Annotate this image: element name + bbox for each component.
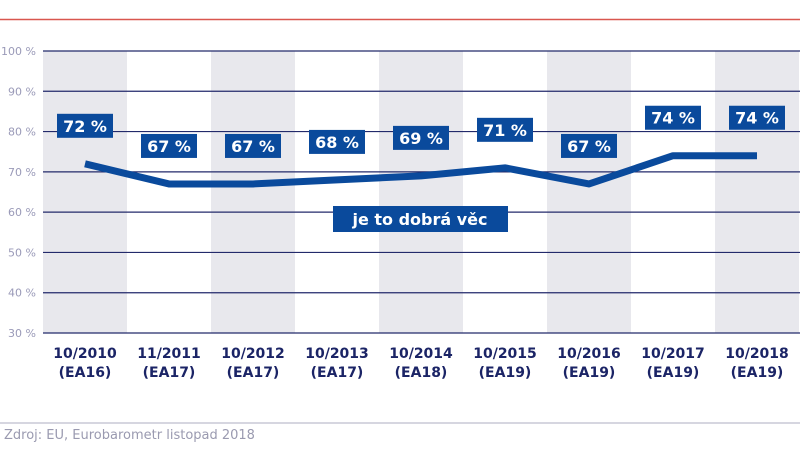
x-tick-label: 10/2017 (641, 346, 705, 362)
column-band (547, 51, 631, 333)
y-tick-label: 90 % (8, 85, 36, 98)
y-tick-label: 50 % (8, 246, 36, 259)
x-tick-label: (EA17) (143, 365, 196, 381)
x-tick-label: (EA19) (563, 365, 616, 381)
data-label-box (393, 125, 449, 150)
data-label-box (57, 113, 113, 138)
x-tick-label: 10/2013 (305, 346, 369, 362)
x-tick-label: (EA19) (479, 365, 532, 381)
column-band (211, 51, 295, 333)
x-tick-label: 10/2014 (389, 346, 453, 362)
x-tick-label: 10/2015 (473, 346, 537, 362)
data-label: 67 % (231, 137, 275, 156)
data-label-box (477, 117, 533, 142)
data-label-box (141, 133, 197, 158)
legend-label: je to dobrá věc (351, 210, 487, 229)
x-tick-label: 10/2016 (557, 346, 621, 362)
x-tick-label: (EA18) (395, 365, 448, 381)
column-band (43, 51, 127, 333)
data-label: 72 % (63, 117, 107, 136)
x-tick-label: (EA19) (731, 365, 784, 381)
data-label-box (561, 133, 617, 158)
x-tick-label: (EA17) (311, 365, 364, 381)
data-label: 71 % (483, 121, 527, 140)
data-label: 69 % (399, 129, 443, 148)
y-tick-label: 70 % (8, 166, 36, 179)
data-label: 67 % (147, 137, 191, 156)
y-tick-label: 40 % (8, 287, 36, 300)
x-tick-label: (EA17) (227, 365, 280, 381)
x-tick-label: 10/2018 (725, 346, 789, 362)
data-label-box (645, 105, 701, 130)
data-label-box (309, 129, 365, 154)
data-label-box (729, 105, 785, 130)
y-tick-label: 80 % (8, 126, 36, 139)
y-tick-label: 60 % (8, 206, 36, 219)
data-label: 74 % (651, 109, 695, 128)
x-tick-label: 11/2011 (137, 346, 201, 362)
data-label-box (225, 133, 281, 158)
source-note: Zdroj: EU, Eurobarometr listopad 2018 (4, 428, 255, 443)
x-tick-label: 10/2010 (53, 346, 117, 362)
y-tick-label: 30 % (8, 327, 36, 340)
data-label: 68 % (315, 133, 359, 152)
x-tick-label: 10/2012 (221, 346, 285, 362)
x-tick-label: (EA16) (59, 365, 112, 381)
y-tick-label: 100 % (1, 45, 36, 58)
column-band (379, 51, 463, 333)
data-label: 67 % (567, 137, 611, 156)
legend-box (333, 206, 508, 232)
column-band (715, 51, 799, 333)
data-label: 74 % (735, 109, 779, 128)
x-tick-label: (EA19) (647, 365, 700, 381)
